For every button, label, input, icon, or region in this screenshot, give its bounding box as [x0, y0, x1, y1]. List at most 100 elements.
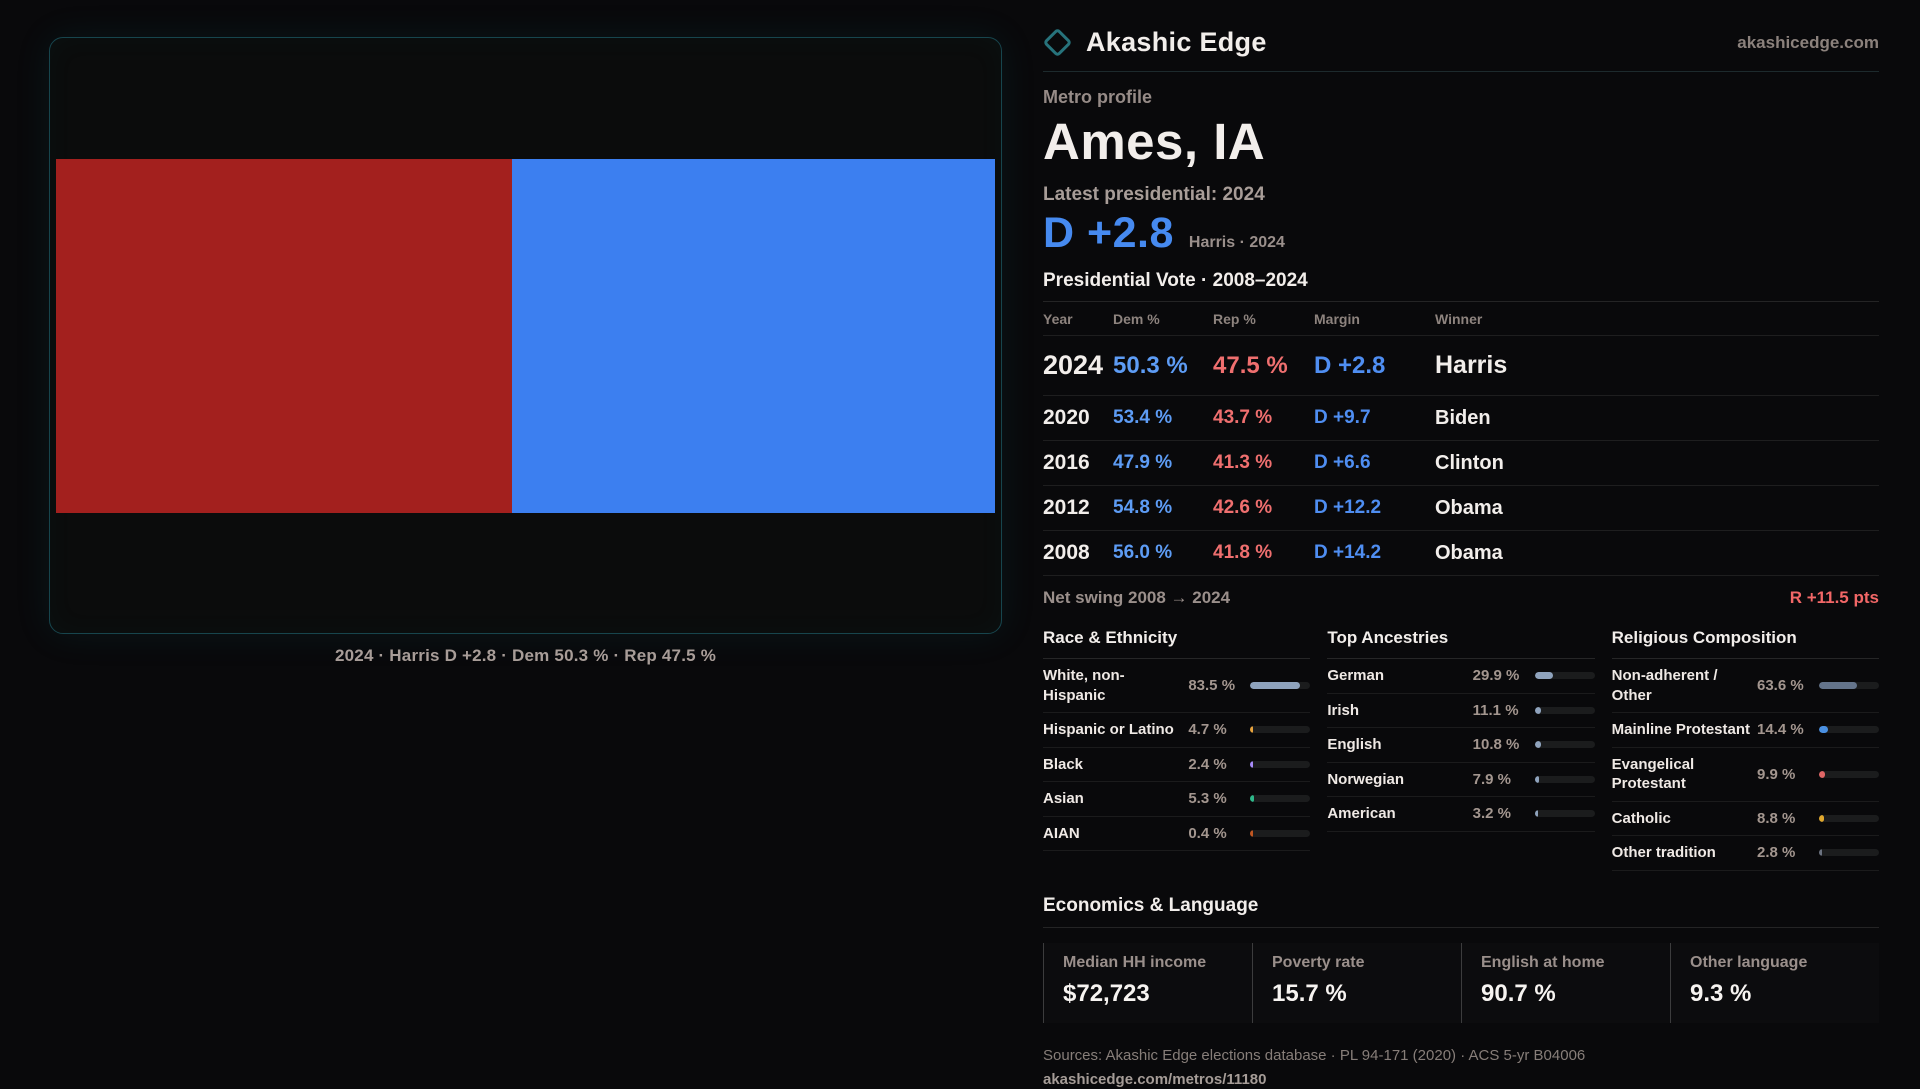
latest-presidential-label: Latest presidential: 2024: [1043, 184, 1265, 205]
rep-vote-segment: [56, 159, 513, 513]
list-item: American 3.2 %: [1327, 797, 1595, 832]
hero-margin-value: D +2.8: [1043, 209, 1174, 257]
list-item: Irish 11.1 %: [1327, 694, 1595, 728]
cell-dem: 53.4 %: [1113, 407, 1173, 428]
site-header: Akashic Edge akashicedge.com: [1042, 0, 1879, 72]
cell-rep: 42.6 %: [1213, 497, 1273, 518]
item-label: Asian: [1043, 790, 1084, 807]
item-value: 2.4 %: [1188, 755, 1227, 773]
cell-margin: D +6.6: [1314, 452, 1371, 473]
item-label: White, non-Hispanic: [1043, 667, 1125, 704]
item-value: 0.4 %: [1188, 824, 1227, 842]
percentage-bar: [1250, 682, 1311, 689]
percentage-bar: [1250, 726, 1311, 734]
cell-year: 2012: [1043, 496, 1090, 519]
col-header-rep: Rep %: [1213, 311, 1256, 327]
percentage-bar: [1250, 795, 1311, 803]
stat-card: Median HH income $72,723: [1043, 942, 1252, 1023]
cell-margin: D +12.2: [1314, 497, 1382, 518]
net-swing-value: R +11.5 pts: [1789, 588, 1879, 607]
cell-winner: Biden: [1435, 406, 1491, 429]
brand-name: Akashic Edge: [1086, 27, 1267, 57]
site-domain-link[interactable]: akashicedge.com: [1737, 32, 1879, 52]
cell-dem: 56.0 %: [1113, 542, 1173, 563]
item-value: 14.4 %: [1757, 721, 1804, 739]
table-row: 2012 54.8 % 42.6 % D +12.2 Obama: [1043, 486, 1879, 531]
chart-caption: 2024 · Harris D +2.8 · Dem 50.3 % · Rep …: [334, 646, 717, 665]
list-item: Non-adherent / Other 63.6 %: [1611, 659, 1879, 713]
permalink[interactable]: akashicedge.com/metros/11180: [1043, 1070, 1267, 1088]
cell-dem: 50.3 %: [1113, 351, 1188, 379]
diamond-logo-icon: [1042, 27, 1073, 58]
sources-note: Sources: Akashic Edge elections database…: [1043, 1046, 1586, 1064]
vote-table-title: Presidential Vote · 2008–2024: [1043, 270, 1879, 302]
item-value: 29.9 %: [1472, 667, 1520, 685]
stat-value: $72,723: [1063, 979, 1150, 1007]
cell-winner: Obama: [1435, 496, 1503, 519]
item-label: Other tradition: [1611, 844, 1716, 861]
cell-winner: Obama: [1435, 541, 1503, 564]
list-item: English 10.8 %: [1327, 728, 1595, 763]
item-value: 83.5 %: [1188, 677, 1236, 694]
percentage-bar: [1534, 741, 1595, 749]
cell-rep: 43.7 %: [1213, 407, 1273, 428]
item-value: 11.1 %: [1472, 701, 1519, 719]
top-ancestries-list: German 29.9 % Irish 11.1 % English 10.8 …: [1327, 659, 1595, 832]
race-ethnicity-list: White, non-Hispanic 83.5 % Hispanic or L…: [1043, 659, 1311, 851]
list-item: Norwegian 7.9 %: [1327, 763, 1595, 797]
list-item: AIAN 0.4 %: [1043, 817, 1311, 851]
footer: Sources: Akashic Edge elections database…: [1043, 1047, 1879, 1089]
stat-label: Median HH income: [1063, 953, 1207, 971]
col-header-margin: Margin: [1314, 311, 1360, 327]
economics-title: Economics & Language: [1043, 895, 1879, 928]
col-header-year: Year: [1043, 311, 1073, 327]
religious-composition-list: Non-adherent / Other 63.6 % Mainline Pro…: [1611, 659, 1879, 871]
item-label: AIAN: [1043, 824, 1080, 842]
cell-dem: 54.8 %: [1113, 497, 1173, 518]
percentage-bar: [1250, 829, 1311, 837]
list-item: Mainline Protestant 14.4 %: [1611, 713, 1879, 748]
page-title: Ames, IA: [1043, 113, 1266, 170]
percentage-bar: [1534, 775, 1595, 783]
table-row: 2024 50.3 % 47.5 % D +2.8 Harris: [1043, 336, 1879, 396]
stat-card: English at home 90.7 %: [1461, 942, 1670, 1023]
net-swing-row: Net swing 2008 → 2024 R +11.5 pts: [1043, 576, 1879, 619]
percentage-bar: [1534, 672, 1595, 680]
item-value: 7.9 %: [1472, 770, 1512, 788]
demographics-grid: Race & Ethnicity White, non-Hispanic 83.…: [1043, 619, 1879, 871]
cell-margin: D +14.2: [1314, 542, 1382, 563]
list-item: Asian 5.3 %: [1043, 782, 1311, 817]
economics-stats: Median HH income $72,723 Poverty rate 15…: [1043, 942, 1879, 1023]
item-value: 5.3 %: [1188, 790, 1227, 808]
item-label: Evangelical Protestant: [1611, 755, 1695, 793]
vote-share-band: [56, 159, 995, 513]
cell-year: 2008: [1043, 541, 1090, 564]
item-label: Hispanic or Latino: [1043, 721, 1174, 738]
list-item: Black 2.4 %: [1043, 748, 1311, 782]
table-row: 2008 56.0 % 41.8 % D +14.2 Obama: [1043, 531, 1879, 576]
list-item: Hispanic or Latino 4.7 %: [1043, 713, 1311, 748]
cell-winner: Harris: [1435, 351, 1508, 379]
item-value: 8.8 %: [1757, 809, 1796, 827]
percentage-bar: [1819, 770, 1879, 778]
hero-margin-caption: Harris · 2024: [1188, 234, 1285, 251]
item-value: 10.8 %: [1472, 736, 1520, 754]
cell-margin: D +2.8: [1314, 351, 1386, 379]
cell-rep: 41.3 %: [1213, 452, 1273, 473]
vote-table-body: 2024 50.3 % 47.5 % D +2.8 Harris 2020 53…: [1043, 336, 1879, 576]
top-ancestries-title: Top Ancestries: [1327, 619, 1595, 659]
item-value: 63.6 %: [1757, 677, 1804, 694]
item-label: American: [1327, 805, 1396, 822]
item-value: 4.7 %: [1188, 721, 1227, 739]
item-label: Black: [1043, 755, 1084, 773]
stat-card: Poverty rate 15.7 %: [1252, 942, 1461, 1023]
cell-year: 2020: [1043, 406, 1090, 429]
stat-value: 90.7 %: [1481, 979, 1556, 1007]
metro-profile-panel: Akashic Edge akashicedge.com Metro profi…: [1042, 0, 1879, 1089]
col-header-dem: Dem %: [1113, 311, 1160, 327]
percentage-bar: [1534, 706, 1595, 714]
net-swing-label: Net swing 2008 → 2024: [1043, 588, 1231, 607]
item-label: Non-adherent / Other: [1611, 667, 1718, 704]
dem-vote-segment: [512, 159, 995, 513]
stat-label: English at home: [1481, 953, 1605, 971]
